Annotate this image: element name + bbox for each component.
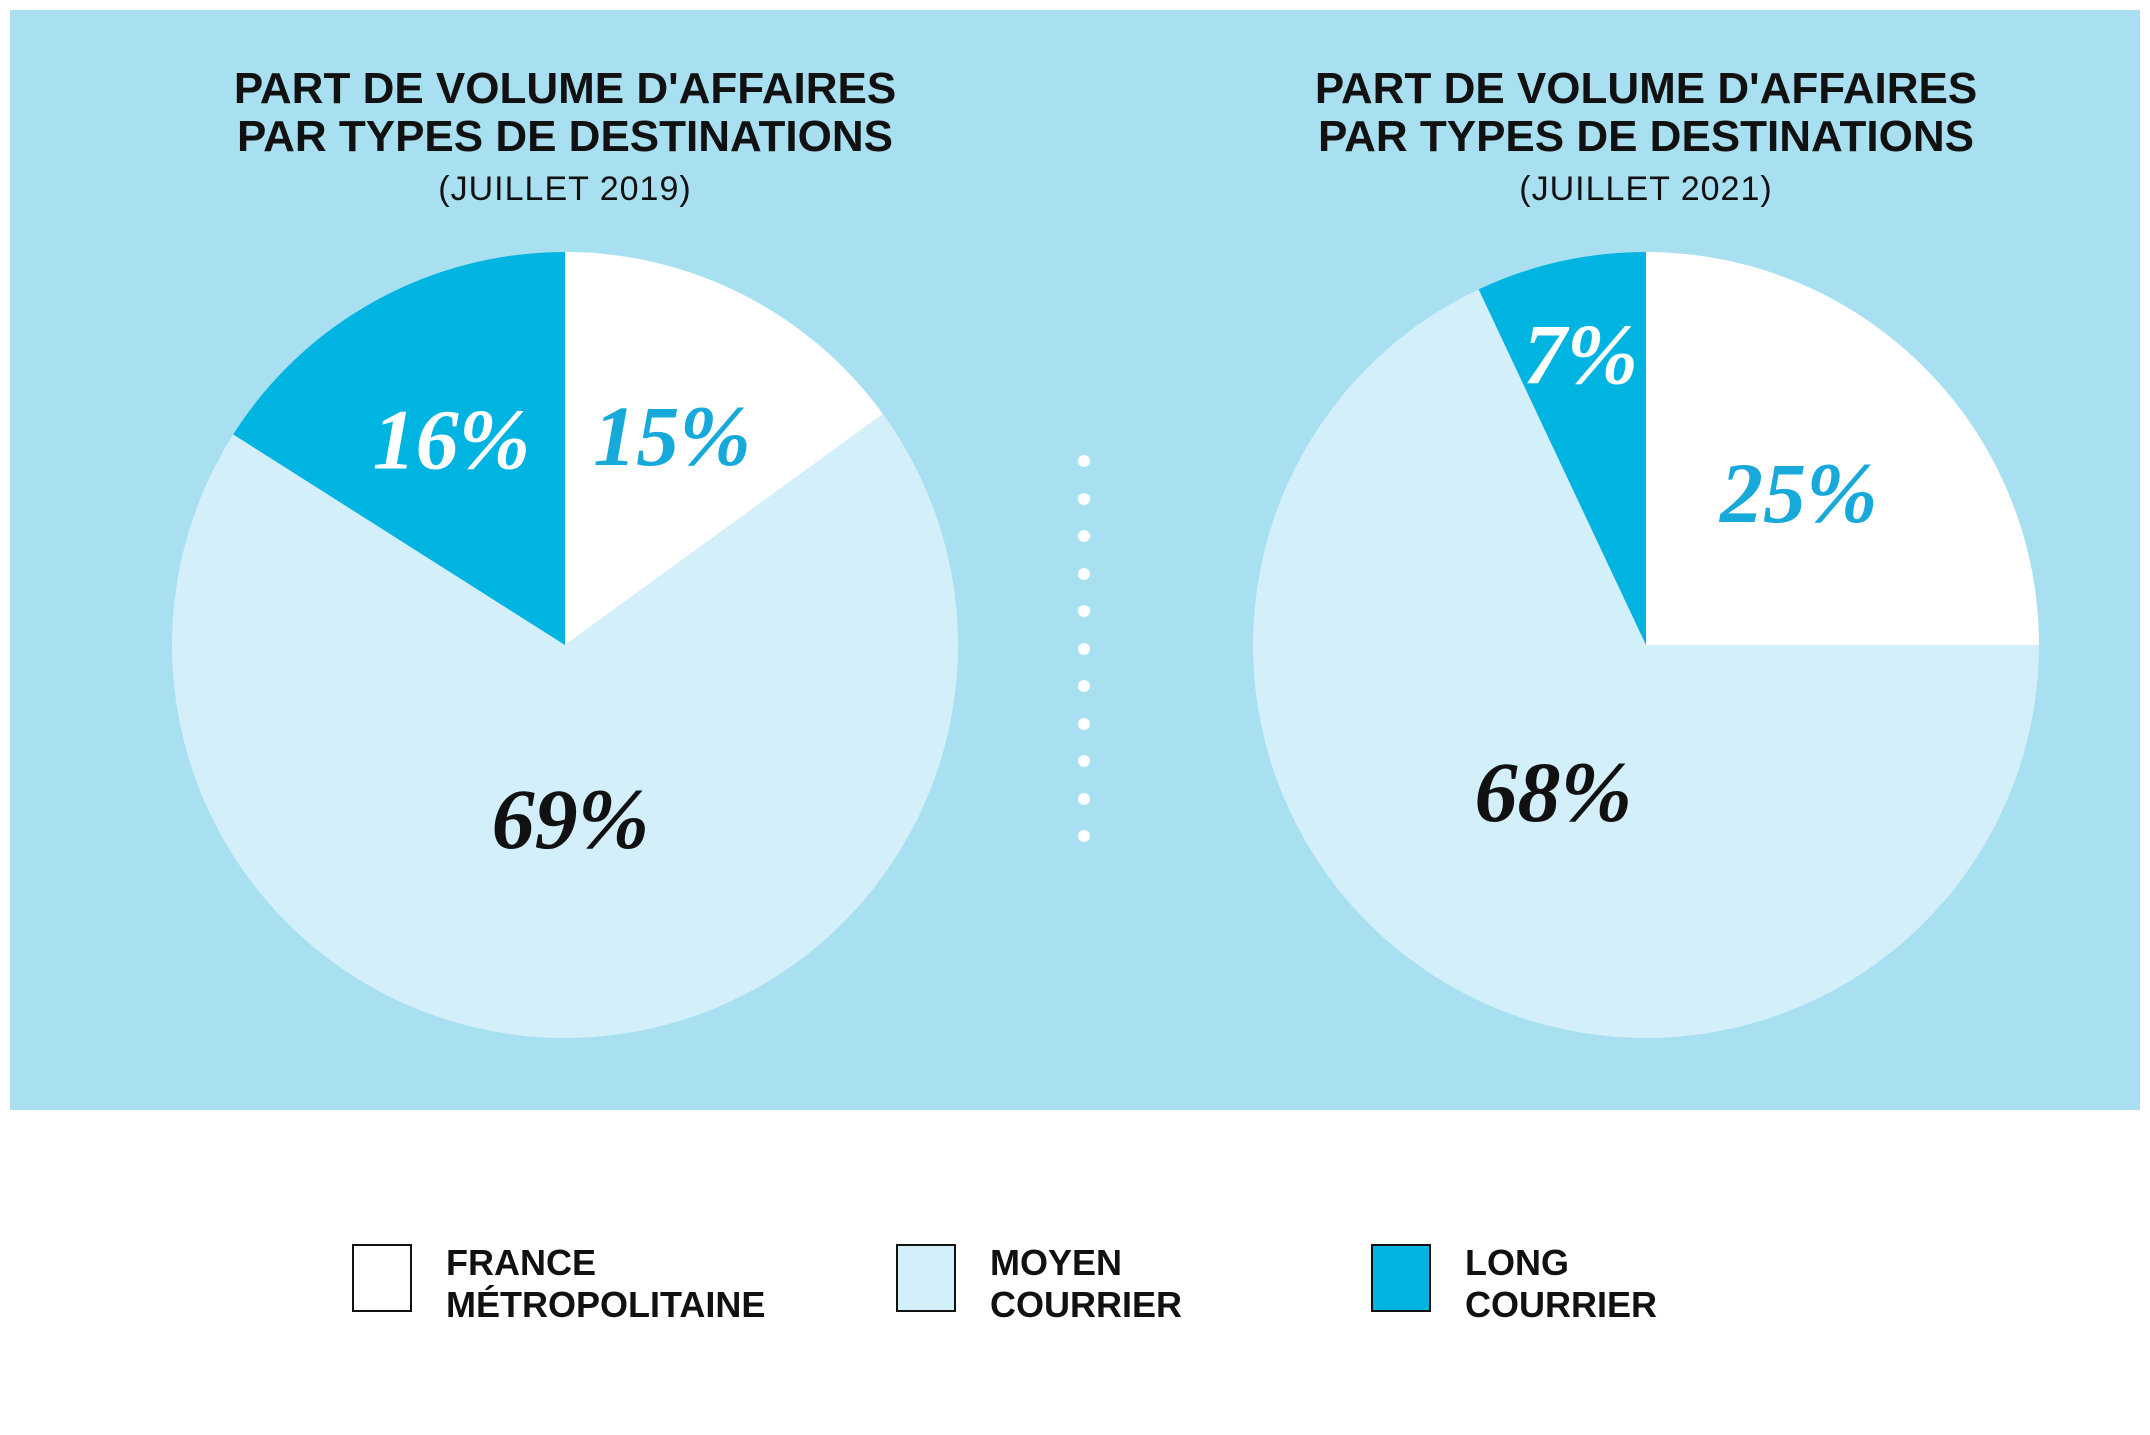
slice-label: 15% [593, 388, 751, 484]
pie-chart-2021: 25% 68% 7% [1253, 252, 2039, 1038]
slice-label: 7% [1524, 307, 1639, 403]
separator-dot [1078, 755, 1090, 767]
separator-dot [1078, 530, 1090, 542]
pie-chart-2019: 15% 69% 16% [172, 252, 959, 1039]
chart-title-line1: PART DE VOLUME D'AFFAIRES [233, 64, 897, 113]
pie-slice [1478, 252, 1646, 645]
legend-label-line1: FRANCE [446, 1242, 596, 1283]
legend-swatch [352, 1244, 412, 1312]
separator-dot [1078, 492, 1090, 505]
separator-dot [1078, 642, 1090, 655]
chart-title-line2: PAR TYPES DE DESTINATIONS [1317, 112, 1974, 161]
legend-swatch [1371, 1244, 1431, 1312]
chart-title-line2: PAR TYPES DE DESTINATIONS [236, 112, 893, 161]
separator-dot [1078, 567, 1090, 580]
chart-subtitle: (JUILLET 2021) [1519, 170, 1773, 208]
slice-label: 16% [373, 391, 531, 487]
chart-title: PART DE VOLUME D'AFFAIRES PAR TYPES DE D… [1196, 65, 2096, 161]
pie-slice [172, 414, 959, 1039]
chart-2021: PART DE VOLUME D'AFFAIRES PAR TYPES DE D… [1196, 10, 2096, 1110]
legend-label: FRANCE MÉTROPOLITAINE [446, 1242, 846, 1326]
pie-slice [233, 252, 565, 645]
legend-label: LONG COURRIER [1465, 1242, 1865, 1326]
pie-slice [1646, 252, 2039, 645]
legend-label-line1: LONG [1465, 1242, 1569, 1283]
legend-label-line1: MOYEN [990, 1242, 1123, 1283]
legend-label-line2: COURRIER [1465, 1284, 1658, 1325]
separator-dot [1078, 680, 1090, 692]
separator-dot [1078, 605, 1090, 617]
separator-dot [1078, 455, 1090, 467]
legend-label-line2: COURRIER [990, 1284, 1183, 1325]
separator-dot [1078, 717, 1090, 730]
chart-title-line1: PART DE VOLUME D'AFFAIRES [1314, 64, 1978, 113]
slice-label: 68% [1475, 744, 1633, 840]
pie-slice [565, 252, 883, 645]
chart-panel: PART DE VOLUME D'AFFAIRES PAR TYPES DE D… [10, 10, 2140, 1110]
legend-swatch [896, 1244, 956, 1312]
pie-slice [1253, 289, 2039, 1038]
separator-dots [1078, 455, 1092, 868]
slice-label: 25% [1718, 445, 1878, 541]
legend-label: MOYEN COURRIER [990, 1242, 1390, 1326]
separator-dot [1078, 830, 1090, 842]
slice-label: 69% [492, 771, 650, 867]
chart-subtitle: (JUILLET 2019) [438, 170, 692, 208]
chart-2019: PART DE VOLUME D'AFFAIRES PAR TYPES DE D… [115, 10, 1015, 1110]
separator-dot [1078, 792, 1090, 805]
legend-label-line2: MÉTROPOLITAINE [446, 1284, 766, 1325]
chart-title: PART DE VOLUME D'AFFAIRES PAR TYPES DE D… [115, 65, 1015, 161]
legend: FRANCE MÉTROPOLITAINE MOYEN COURRIER LON… [0, 1242, 2150, 1325]
